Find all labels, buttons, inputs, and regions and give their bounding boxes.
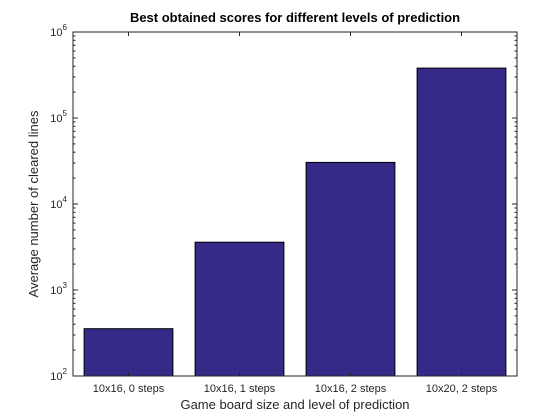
y-tick-label: 104 (50, 195, 67, 211)
bars-group (83, 67, 507, 377)
chart-title: Best obtained scores for different level… (130, 10, 460, 25)
y-axis-label: Average number of cleared lines (26, 110, 41, 297)
bar (416, 67, 507, 377)
x-axis: 10x16, 0 steps 10x16, 1 steps 10x16, 2 ste… (93, 32, 498, 395)
x-tick-label: 10x20, 2 steps (426, 383, 498, 395)
bar (194, 241, 285, 377)
y-tick-label: 103 (50, 281, 67, 297)
x-tick-label: 10x16, 1 steps (204, 383, 276, 395)
y-tick-label: 106 (50, 23, 67, 39)
y-tick-label: 102 (50, 367, 67, 383)
x-tick-label: 10x16, 0 steps (93, 383, 165, 395)
y-axis: 102 103 104 105 106 (50, 23, 517, 383)
bar (305, 161, 396, 377)
x-tick-label: 10x16, 2 steps (315, 383, 387, 395)
bar (83, 328, 174, 377)
x-axis-label: Game board size and level of prediction (180, 397, 409, 412)
y-tick-label: 105 (50, 109, 67, 125)
